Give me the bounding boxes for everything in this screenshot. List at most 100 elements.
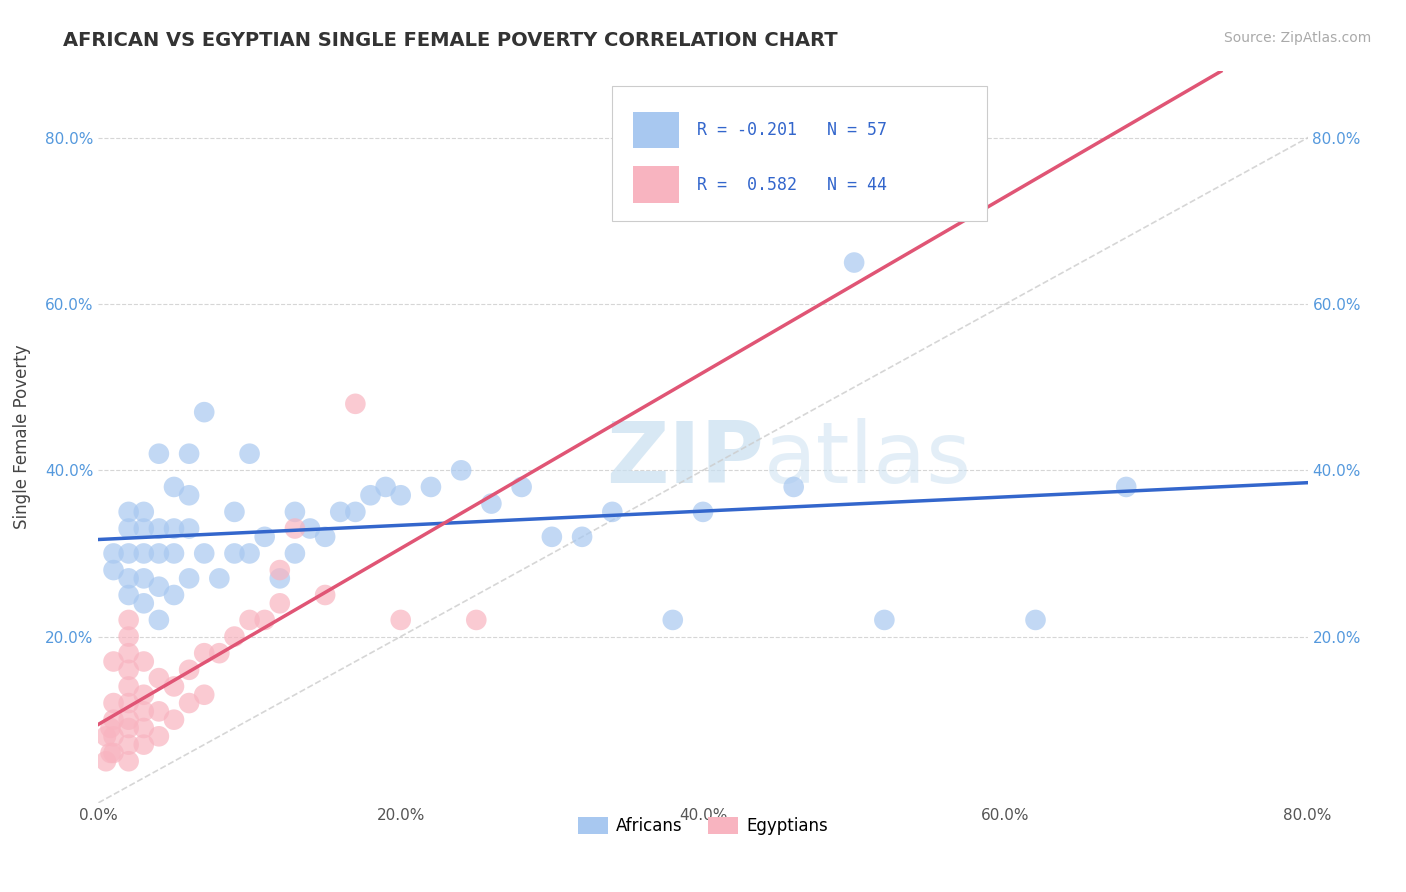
Point [269,563,291,577]
Point [179,488,201,502]
FancyBboxPatch shape [613,86,987,221]
Point [284,505,307,519]
Point [481,497,503,511]
Point [269,571,291,585]
Point [284,521,307,535]
Point [193,546,215,560]
Point [179,696,201,710]
Text: AFRICAN VS EGYPTIAN SINGLE FEMALE POVERTY CORRELATION CHART: AFRICAN VS EGYPTIAN SINGLE FEMALE POVERT… [63,31,838,50]
Point [148,546,170,560]
Point [163,680,186,694]
Point [224,546,246,560]
Point [118,738,141,752]
Point [208,646,231,660]
Point [239,613,262,627]
Point [284,546,307,560]
Point [239,447,262,461]
Point [540,530,562,544]
Point [344,505,367,519]
Point [148,613,170,627]
Point [132,721,155,735]
Point [103,546,125,560]
Point [118,588,141,602]
Point [179,571,201,585]
Text: R = -0.201   N = 57: R = -0.201 N = 57 [697,121,887,139]
Point [163,521,186,535]
Point [118,505,141,519]
Point [314,530,336,544]
Point [118,713,141,727]
Point [450,463,472,477]
Point [118,630,141,644]
Point [118,646,141,660]
Point [465,613,488,627]
Point [193,688,215,702]
Point [132,688,155,702]
Point [100,721,122,735]
Point [193,646,215,660]
Point [1115,480,1137,494]
Point [329,505,352,519]
Point [873,613,896,627]
Point [163,713,186,727]
Point [389,488,412,502]
Point [783,480,806,494]
Point [103,746,125,760]
Point [148,671,170,685]
Point [1024,613,1046,627]
Point [299,521,322,535]
Point [132,705,155,719]
Point [132,546,155,560]
Point [118,613,141,627]
Bar [633,167,679,203]
Point [118,680,141,694]
Point [163,480,186,494]
Point [103,655,125,669]
Point [692,505,714,519]
Point [118,754,141,768]
Point [132,521,155,535]
Bar [633,112,679,148]
Point [179,663,201,677]
Point [374,480,396,494]
Point [132,655,155,669]
Point [148,580,170,594]
Y-axis label: Single Female Poverty: Single Female Poverty [13,345,31,529]
Text: atlas: atlas [763,417,972,500]
Point [118,663,141,677]
Text: ZIP: ZIP [606,417,763,500]
Point [253,530,276,544]
Point [148,447,170,461]
Point [269,596,291,610]
Point [163,588,186,602]
Point [420,480,443,494]
Point [179,521,201,535]
Point [103,713,125,727]
Point [224,630,246,644]
Point [571,530,593,544]
Point [193,405,215,419]
Point [208,571,231,585]
Point [389,613,412,627]
Point [224,505,246,519]
Point [118,521,141,535]
Point [510,480,533,494]
Point [132,596,155,610]
Point [132,571,155,585]
Point [94,754,117,768]
Text: Source: ZipAtlas.com: Source: ZipAtlas.com [1223,31,1371,45]
Point [103,696,125,710]
Point [118,721,141,735]
Text: R =  0.582   N = 44: R = 0.582 N = 44 [697,176,887,194]
Point [844,255,866,269]
Point [148,521,170,535]
Point [118,696,141,710]
Point [661,613,683,627]
Point [179,447,201,461]
Point [253,613,276,627]
Point [344,397,367,411]
Point [118,546,141,560]
Point [148,729,170,743]
Point [132,505,155,519]
Point [118,571,141,585]
